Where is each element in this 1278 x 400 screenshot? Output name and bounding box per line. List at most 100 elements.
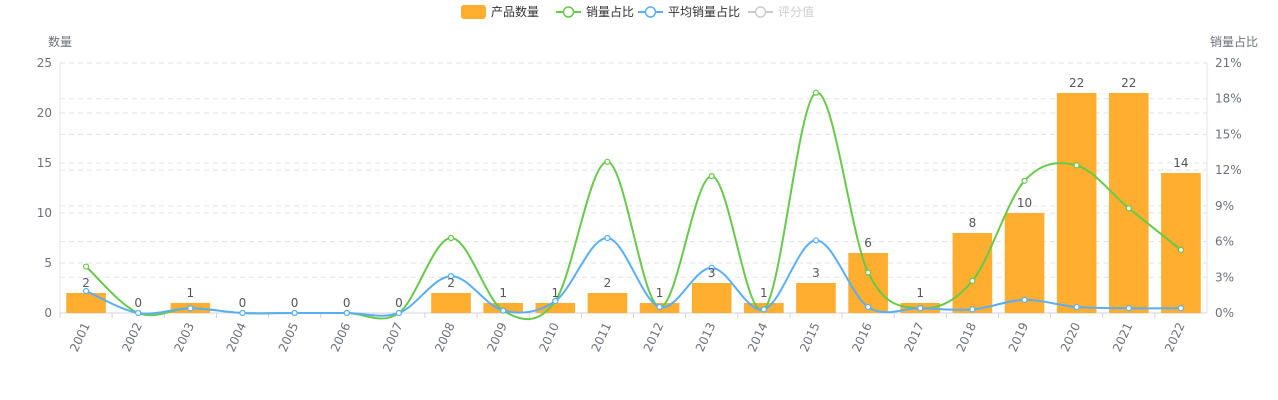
left-tick-label: 20 — [37, 106, 52, 120]
point-2020 — [1073, 162, 1080, 169]
left-tick-label: 5 — [44, 256, 52, 270]
x-tick-label: 2019 — [1006, 320, 1032, 354]
point-2004 — [239, 309, 246, 317]
point-2019 — [1021, 177, 1028, 184]
x-tick-label: 2009 — [484, 320, 510, 354]
right-tick-label: 3% — [1215, 270, 1234, 284]
bar-value-label: 1 — [187, 286, 195, 300]
x-tick-label: 2018 — [954, 320, 980, 354]
bar-value-label: 14 — [1173, 156, 1188, 170]
right-axis-title: 销量占比 — [1210, 34, 1258, 49]
x-tick-label: 2005 — [276, 320, 302, 354]
x-tick-label: 2021 — [1110, 320, 1136, 354]
legend-label: 产品数量 — [491, 4, 539, 19]
point-2018 — [969, 306, 976, 313]
legend-label: 平均销量占比 — [668, 4, 740, 19]
left-tick-label: 10 — [37, 206, 52, 220]
bar-value-label: 6 — [864, 236, 872, 250]
right-tick-label: 0% — [1215, 306, 1234, 320]
bar-value-label: 0 — [134, 296, 142, 310]
right-tick-label: 6% — [1215, 235, 1234, 249]
x-tick-label: 2012 — [641, 320, 667, 354]
point-2002 — [135, 309, 142, 317]
x-tick-label: 2010 — [536, 320, 562, 354]
left-axis-title: 数量 — [48, 34, 72, 49]
bar-value-label: 22 — [1121, 76, 1136, 90]
x-tick-label: 2015 — [797, 320, 823, 354]
bar-2021 — [1108, 93, 1149, 313]
point-2015 — [812, 89, 820, 96]
bar-value-label: 3 — [708, 266, 716, 280]
x-tick-label: 2002 — [119, 320, 145, 354]
legend-marker-icon — [562, 6, 575, 18]
bar-value-label: 1 — [916, 286, 924, 300]
bar-value-label: 3 — [812, 266, 820, 280]
point-2016 — [865, 303, 872, 311]
x-tick-label: 2011 — [589, 320, 615, 354]
point-2010 — [552, 297, 559, 305]
left-tick-label: 0 — [44, 306, 52, 320]
point-2011 — [604, 158, 611, 165]
point-2022 — [1177, 305, 1185, 312]
point-2021 — [1125, 305, 1132, 312]
legend-item-0[interactable]: 产品数量 — [461, 4, 539, 19]
bar-value-label: 1 — [499, 286, 507, 300]
bar-value-label: 0 — [239, 296, 247, 310]
bar-2015 — [796, 283, 836, 313]
bar-value-label: 2 — [447, 276, 455, 290]
x-tick-label: 2008 — [432, 320, 458, 354]
point-2013 — [708, 172, 715, 180]
point-2016 — [865, 269, 872, 276]
bar-value-label: 1 — [760, 286, 768, 300]
point-2001 — [82, 263, 90, 270]
bar-value-label: 8 — [969, 216, 977, 230]
point-2012 — [656, 303, 663, 311]
x-tick-label: 2003 — [171, 320, 197, 354]
point-2007 — [395, 309, 402, 317]
bar-2001 — [66, 293, 106, 313]
bar-2010 — [535, 303, 576, 313]
legend-item-1[interactable]: 销量占比 — [556, 4, 634, 19]
point-2015 — [812, 237, 820, 244]
right-tick-label: 18% — [1215, 92, 1242, 106]
right-tick-label: 12% — [1215, 163, 1242, 177]
right-tick-label: 21% — [1215, 56, 1242, 70]
bar-2013 — [691, 283, 732, 313]
x-tick-label: 2007 — [380, 320, 406, 354]
bar-2019 — [1004, 213, 1045, 313]
legend-label: 销量占比 — [586, 4, 634, 19]
line-平均销量占比 — [85, 236, 1181, 317]
left-tick-label: 15 — [37, 156, 52, 170]
x-tick-label: 2004 — [224, 320, 250, 354]
x-tick-label: 2014 — [745, 320, 771, 354]
point-2001 — [82, 287, 90, 295]
point-2021 — [1125, 205, 1132, 212]
x-tick-label: 2016 — [849, 320, 875, 354]
point-2018 — [969, 277, 976, 284]
bar-2022 — [1161, 173, 1201, 313]
legend-bar-swatch-icon — [461, 5, 486, 19]
point-2017 — [917, 305, 924, 312]
point-2003 — [187, 305, 194, 312]
point-2013 — [708, 264, 715, 271]
bar-2011 — [587, 293, 628, 313]
point-2014 — [760, 306, 767, 313]
legend-marker-icon — [754, 6, 767, 18]
legend-marker-icon — [644, 6, 657, 18]
x-tick-label: 2013 — [693, 320, 719, 354]
x-tick-label: 2001 — [67, 320, 93, 354]
bar-value-label: 1 — [656, 286, 664, 300]
left-tick-label: 25 — [37, 56, 52, 70]
bar-value-label: 0 — [395, 296, 403, 310]
legend-item-2[interactable]: 平均销量占比 — [638, 4, 740, 19]
right-tick-label: 9% — [1215, 199, 1234, 213]
x-tick-label: 2020 — [1058, 320, 1084, 354]
bar-value-label: 10 — [1017, 196, 1032, 210]
bar-2018 — [952, 233, 993, 313]
bar-value-label: 0 — [343, 296, 351, 310]
bar-value-label: 2 — [604, 276, 612, 290]
bar-value-label: 2 — [82, 276, 90, 290]
legend-item-3[interactable]: 评分值 — [748, 4, 814, 19]
bar-value-label: 1 — [551, 286, 559, 300]
